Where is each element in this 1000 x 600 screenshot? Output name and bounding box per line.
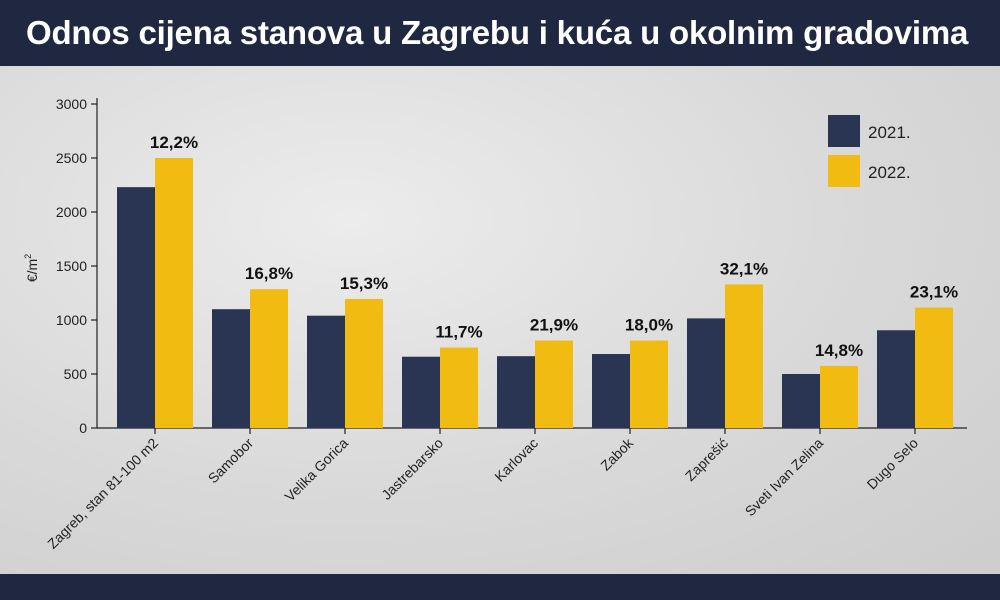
bar-2022 <box>345 298 383 428</box>
bar-2021 <box>877 330 915 428</box>
change-label: 21,9% <box>530 316 578 335</box>
y-tick-label: 1000 <box>56 312 87 328</box>
legend-swatch <box>828 115 860 147</box>
y-tick-label: 500 <box>64 366 88 382</box>
x-tick-label: Zaprešić <box>682 435 731 484</box>
y-tick-label: 3000 <box>56 96 87 112</box>
x-tick-label: Karlovac <box>491 435 541 485</box>
y-axis-label: €/m2 <box>23 254 40 282</box>
y-tick-label: 1500 <box>56 258 87 274</box>
change-label: 12,2% <box>150 133 198 152</box>
change-label: 11,7% <box>435 323 482 342</box>
change-label: 16,8% <box>245 264 293 283</box>
bar-2022 <box>820 365 858 428</box>
bar-2021 <box>307 315 345 428</box>
bar-2021 <box>117 187 155 428</box>
x-tick-label: Zagreb, stan 81-100 m2 <box>44 435 161 552</box>
chart-title: Odnos cijena stanova u Zagrebu i kuća u … <box>26 14 969 51</box>
bar-2022 <box>250 289 288 428</box>
x-tick-label: Samobor <box>205 435 257 487</box>
bar-2022 <box>725 284 763 428</box>
change-label: 15,3% <box>340 274 388 293</box>
x-tick-label: Sveti Ivan Zelina <box>742 435 827 520</box>
legend-label: 2022. <box>868 163 911 182</box>
change-label: 23,1% <box>910 283 958 302</box>
bars <box>117 158 953 428</box>
bar-2021 <box>782 374 820 428</box>
y-axis-label-unit: €/m <box>24 259 40 282</box>
footer-bar <box>0 574 1000 600</box>
bar-2022 <box>535 340 573 428</box>
y-tick-label: 2500 <box>56 150 87 166</box>
bar-2022 <box>630 340 668 428</box>
y-tick-label: 0 <box>79 420 87 436</box>
legend-swatch <box>828 155 860 187</box>
title-bar: Odnos cijena stanova u Zagrebu i kuća u … <box>0 0 1000 66</box>
bar-2022 <box>155 158 193 428</box>
legend: 2021. 2022. <box>828 115 911 187</box>
legend-label: 2021. <box>868 123 911 142</box>
change-label: 14,8% <box>815 341 863 360</box>
bar-2022 <box>440 347 478 428</box>
y-tick-label: 2000 <box>56 204 87 220</box>
x-tick-label: Zabok <box>597 434 637 474</box>
bar-2021 <box>497 356 535 428</box>
y-axis-label-superscript: 2 <box>23 254 33 259</box>
x-tick-label: Velika Gorica <box>281 435 351 505</box>
bar-2021 <box>592 354 630 428</box>
x-tick-label: Dugo Selo <box>864 435 922 493</box>
bar-2022 <box>915 307 953 428</box>
x-tick-label: Jastrebarsko <box>378 435 446 503</box>
bar-2021 <box>212 309 250 428</box>
bar-2021 <box>687 318 725 428</box>
bar-2021 <box>402 356 440 428</box>
change-label: 18,0% <box>625 316 673 335</box>
change-label: 32,1% <box>720 259 768 278</box>
